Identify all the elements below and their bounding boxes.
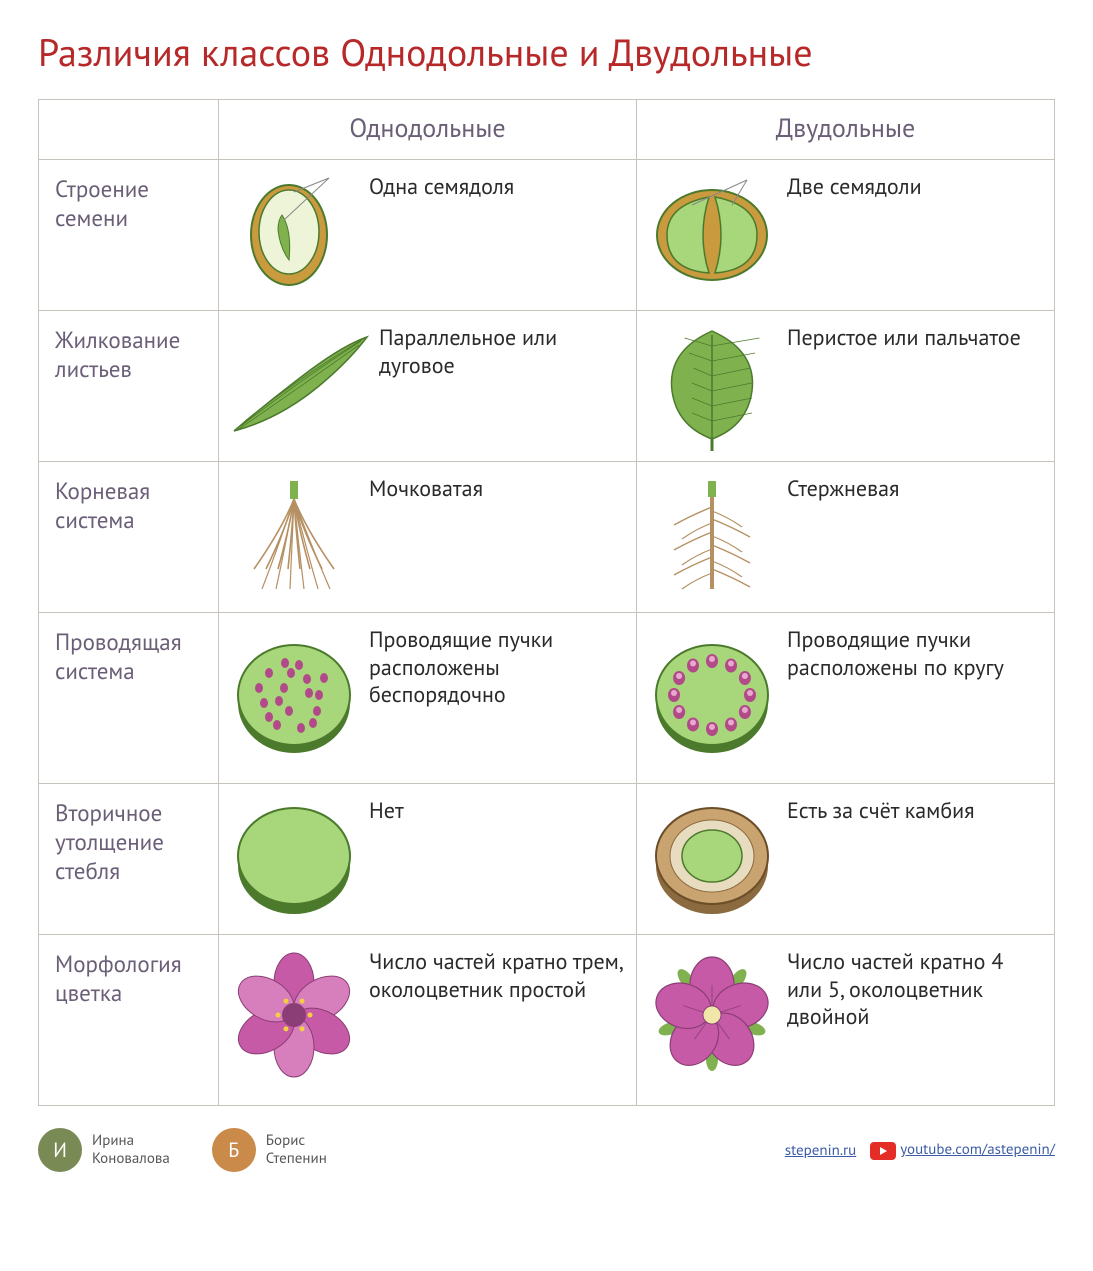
cell-text: Число частей кратно 4 или 5, околоцветни… [787,945,1042,1032]
root-fibrous-icon [229,472,359,602]
youtube-icon [870,1142,896,1160]
seed-two-icon [647,170,777,300]
author-1: И Ирина Коновалова [38,1128,170,1172]
cell-monocot: Число частей кратно трем, околоцветник п… [219,935,637,1106]
header-monocot: Однодольные [219,100,637,160]
youtube-link[interactable]: youtube.com/astepenin/ [900,1140,1055,1159]
row-label: Строение семени [39,160,219,311]
cell-monocot: Нет [219,784,637,935]
site-link[interactable]: stepenin.ru [785,1141,856,1160]
leaf-pinnate-icon [647,321,777,451]
cell-monocot: Параллельное или дуговое [219,311,637,462]
stem-plain-icon [229,794,359,924]
footer: И Ирина Коновалова Б Борис Степенин step… [38,1128,1055,1172]
cell-dicot: Число частей кратно 4 или 5, околоцветни… [637,935,1055,1106]
cell-text: Мочковатая [369,472,483,504]
stem-ring-icon [647,623,777,773]
author-first: Борис [266,1132,327,1150]
stem-cambium-icon [647,794,777,924]
header-dicot: Двудольные [637,100,1055,160]
cell-monocot: Мочковатая [219,462,637,613]
author-last: Степенин [266,1150,327,1168]
header-empty [39,100,219,160]
cell-text: Проводящие пучки расположены по кругу [787,623,1042,682]
row-label: Вторичное утолщение стебля [39,784,219,935]
row-label: Жилкование листьев [39,311,219,462]
cell-dicot: Перистое или пальчатое [637,311,1055,462]
seed-one-icon [229,170,359,300]
cell-text: Одна семядоля [369,170,514,202]
cell-text: Есть за счёт камбия [787,794,975,826]
avatar-icon: И [38,1128,82,1172]
stem-scatter-icon [229,623,359,773]
youtube-link-wrap[interactable]: youtube.com/astepenin/ [870,1140,1055,1159]
cell-dicot: Есть за счёт камбия [637,784,1055,935]
cell-text: Число частей кратно трем, околоцветник п… [369,945,624,1004]
cell-text: Проводящие пучки расположены беспорядочн… [369,623,624,710]
cell-text: Перистое или пальчатое [787,321,1021,353]
leaf-parallel-icon [229,321,369,451]
comparison-table: Однодольные Двудольные Строение семени О… [38,99,1055,1106]
author-2: Б Борис Степенин [212,1128,327,1172]
avatar-icon: Б [212,1128,256,1172]
flower-3-icon [229,945,359,1095]
row-label: Морфология цветка [39,935,219,1106]
cell-dicot: Две семядоли [637,160,1055,311]
row-label: Корневая система [39,462,219,613]
author-first: Ирина [92,1132,170,1150]
flower-5-icon [647,945,777,1095]
cell-monocot: Проводящие пучки расположены беспорядочн… [219,613,637,784]
cell-text: Две семядоли [787,170,922,202]
root-tap-icon [647,472,777,602]
cell-dicot: Проводящие пучки расположены по кругу [637,613,1055,784]
author-last: Коновалова [92,1150,170,1168]
cell-text: Параллельное или дуговое [379,321,624,380]
row-label: Проводящая система [39,613,219,784]
page-title: Различия классов Однодольные и Двудольны… [38,28,1055,77]
cell-text: Нет [369,794,404,826]
cell-dicot: Стержневая [637,462,1055,613]
cell-monocot: Одна семядоля [219,160,637,311]
cell-text: Стержневая [787,472,899,504]
